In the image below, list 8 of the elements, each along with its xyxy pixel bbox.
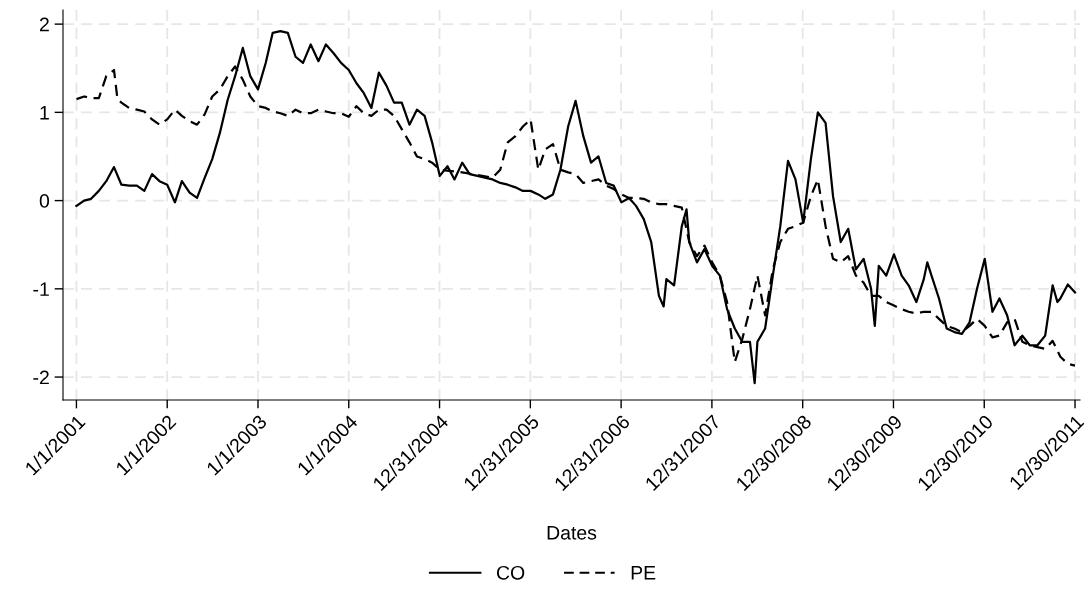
y-tick-label: -1 [33,282,49,296]
legend-label: CO [496,565,525,580]
y-tick-label: 0 [39,194,50,208]
x-axis-title: Dates [547,526,597,540]
y-tick-label: -2 [33,370,49,385]
y-tick-label: 1 [40,106,49,120]
legend-label: PE [631,566,656,580]
y-tick-label: 2 [39,17,49,32]
